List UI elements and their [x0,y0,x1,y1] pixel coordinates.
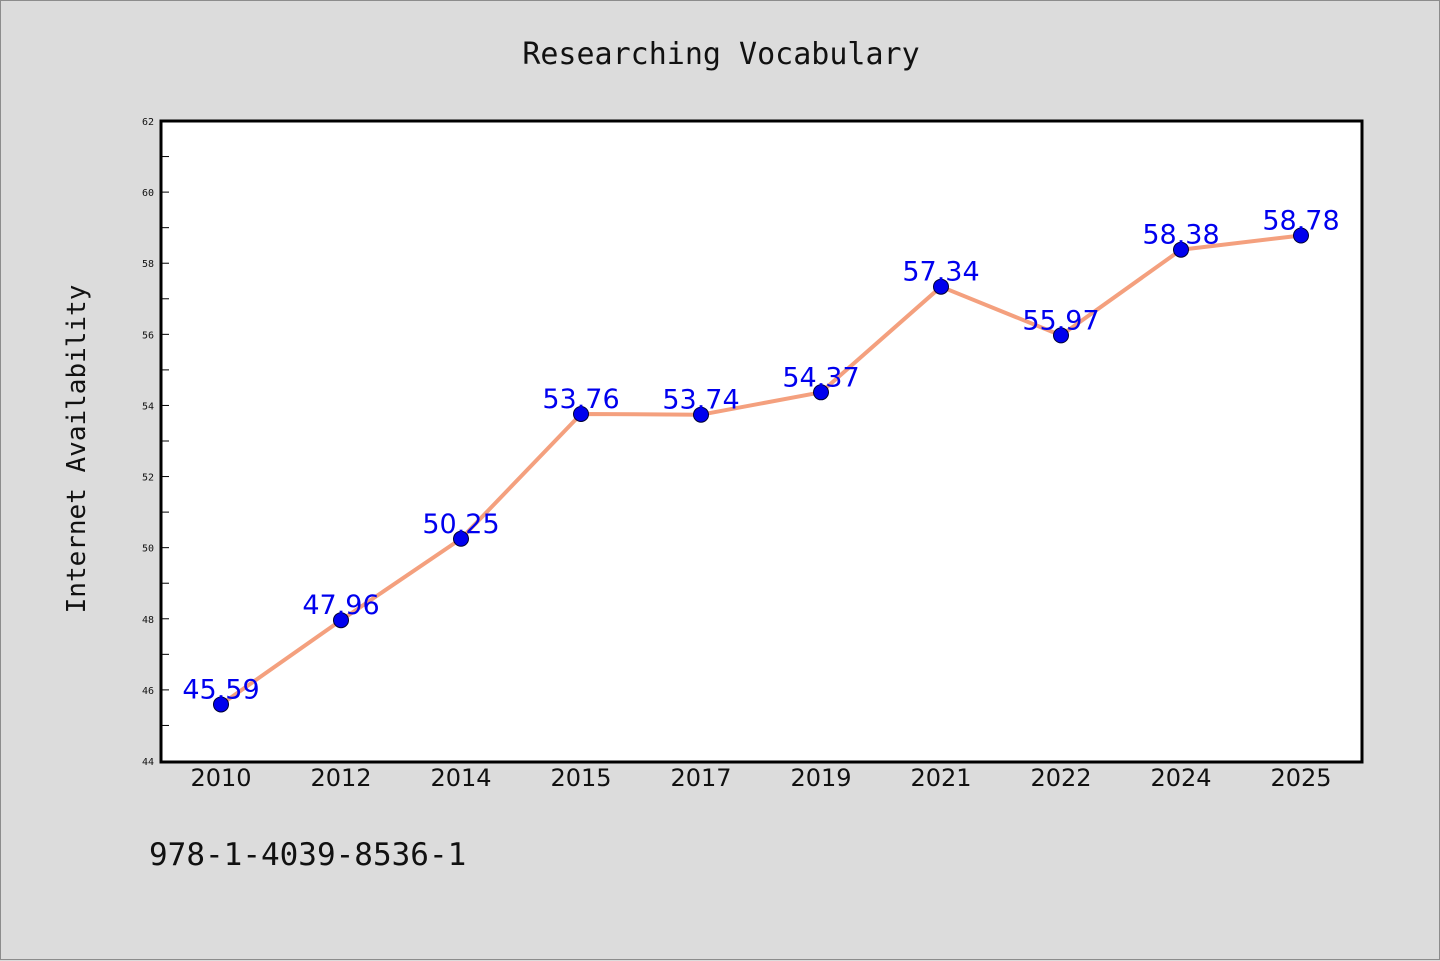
y-tick-label: 58 [142,259,154,270]
data-point [213,696,229,713]
data-point [813,384,829,401]
data-point [573,405,589,422]
y-axis-label: Internet Availability [62,285,92,614]
y-tick-label: 50 [142,544,154,555]
data-point [333,612,349,629]
x-tick-label: 2024 [1150,764,1211,792]
data-point [1293,227,1309,244]
y-tick-label: 48 [142,615,154,626]
x-tick-label: 2014 [430,764,491,792]
x-tick-label: 2022 [1030,764,1091,792]
data-label: 58.38 [1142,220,1219,251]
x-tick-label: 2025 [1270,764,1331,792]
x-tick-label: 2012 [310,764,371,792]
y-axis: 44 46 48 50 52 54 56 58 60 62 [142,117,169,768]
data-label: 57.34 [902,257,979,288]
data-label: 55.97 [1022,305,1099,336]
x-tick-label: 2019 [790,764,851,792]
data-label: 50.25 [422,509,499,540]
data-point [1053,327,1069,344]
data-label: 47.96 [302,590,379,621]
y-tick-label: 52 [142,473,154,484]
series-line [219,233,1303,707]
data-label: 54.37 [782,362,859,393]
x-tick-label: 2010 [190,764,251,792]
y-tick-label: 54 [142,401,154,412]
isbn-footer: 978-1-4039-8536-1 [149,837,466,873]
x-tick-label: 2017 [670,764,731,792]
y-tick-label: 44 [142,757,154,768]
y-tick-label: 62 [142,117,154,128]
data-point [933,278,949,295]
data-label: 45.59 [182,674,259,705]
data-point [453,530,469,547]
series: 45.59 47.96 50.25 53.76 53.74 54.37 57.34 55.97… [182,205,1340,713]
data-point [1173,241,1189,258]
y-tick-label: 46 [142,686,154,697]
data-label: 58.78 [1262,205,1339,236]
y-tick-label: 56 [142,330,154,341]
data-point [693,406,709,423]
data-label: 53.74 [662,385,739,416]
plot-area [159,119,1364,764]
x-axis: 2010 2012 2014 2015 2017 2019 2021 2022 2024 2025 [190,764,1331,792]
chart-title: Researching Vocabulary [522,37,919,72]
y-tick-label: 60 [142,188,154,199]
x-tick-label: 2015 [550,764,611,792]
data-label: 53.76 [542,384,619,415]
x-tick-label: 2021 [910,764,971,792]
